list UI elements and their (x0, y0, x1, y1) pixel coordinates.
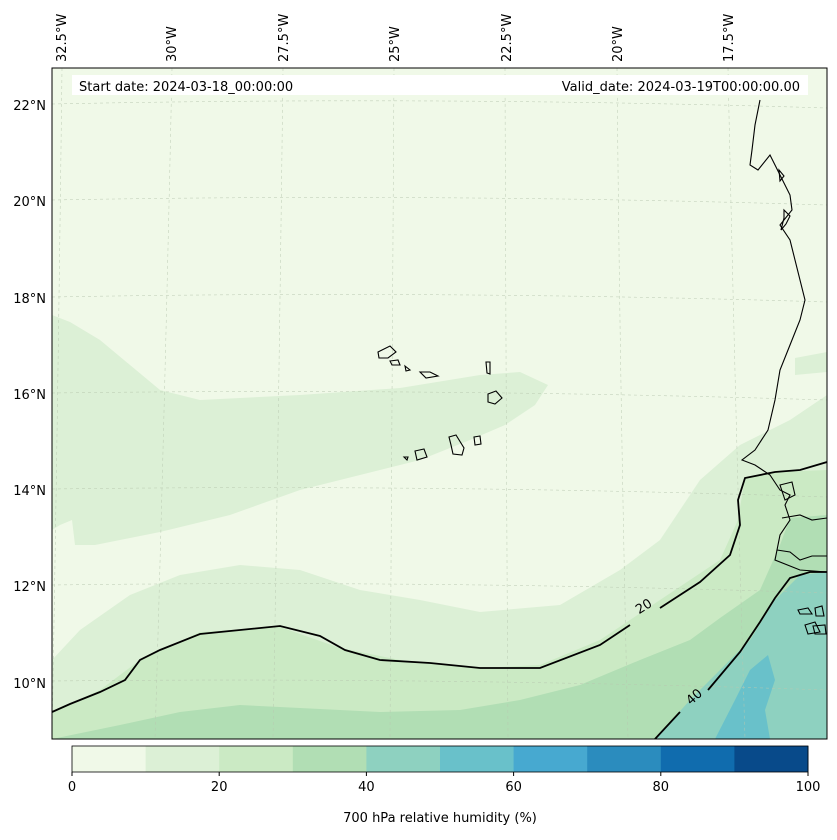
lat-label: 22°N (13, 99, 46, 114)
colorbar-swatch (660, 746, 735, 772)
colorbar-tick-label: 60 (505, 780, 522, 795)
lat-label: 20°N (13, 195, 46, 210)
colorbar-tick-label: 40 (358, 780, 375, 795)
colorbar-tick-label: 20 (211, 780, 228, 795)
graticule (52, 68, 827, 739)
colorbar-swatch (72, 746, 147, 772)
colorbar-tick-label: 0 (68, 780, 76, 795)
colorbar-swatch (145, 746, 220, 772)
lon-label: 27.5°W (277, 14, 292, 62)
lat-label: 10°N (13, 677, 46, 692)
lat-label: 16°N (13, 388, 46, 403)
lat-label: 18°N (13, 292, 46, 307)
humidity-band-30-40 (52, 515, 827, 739)
lat-label: 12°N (13, 580, 46, 595)
colorbar-label: 700 hPa relative humidity (%) (343, 811, 537, 826)
colorbar-swatch (734, 746, 809, 772)
map-area: 20 40 Start date: 2024-03-18_00:00:00 Va… (52, 68, 827, 739)
colorbar-swatch (292, 746, 367, 772)
start-date-text: Start date: 2024-03-18_00:00:00 (79, 80, 293, 95)
colorbar-swatch (587, 746, 662, 772)
contour-label-20: 20 (633, 596, 655, 617)
longitude-labels: 32.5°W 30°W 27.5°W 25°W 22.5°W 20°W 17.5… (55, 14, 737, 62)
humidity-band-50-60 (715, 655, 775, 739)
lon-label: 22.5°W (500, 14, 515, 62)
colorbar-swatch (219, 746, 294, 772)
lon-label: 30°W (165, 26, 180, 62)
colorbar-tick-label: 80 (653, 780, 670, 795)
colorbar-swatch (366, 746, 441, 772)
colorbar-ticks: 0 20 40 60 80 100 (68, 772, 821, 795)
map-frame (51, 67, 828, 740)
valid-date-text: Valid_date: 2024-03-19T00:00:00.00 (562, 80, 800, 95)
colorbar-frame (71, 745, 809, 773)
date-header-box (72, 75, 808, 95)
lon-label: 25°W (388, 26, 403, 62)
lon-label: 20°W (611, 26, 626, 62)
humidity-band-40-50 (655, 572, 827, 739)
lon-label: 17.5°W (722, 14, 737, 62)
lon-label: 32.5°W (55, 14, 70, 62)
latitude-labels: 22°N 20°N 18°N 16°N 14°N 12°N 10°N (13, 99, 46, 692)
lat-label: 14°N (13, 484, 46, 499)
africa-coast (740, 99, 827, 573)
colorbar: 0 20 40 60 80 100 700 hPa relative humidity (… (68, 745, 821, 826)
humidity-band-10-20 (52, 315, 548, 545)
contour-40 (654, 571, 827, 739)
colorbar-swatches (72, 746, 809, 772)
humidity-band-10-20-east (795, 352, 827, 375)
contour-20 (52, 461, 827, 713)
colorbar-swatch (440, 746, 515, 772)
colorbar-swatch (513, 746, 588, 772)
cape-verde-islands (377, 345, 503, 462)
colorbar-tick-label: 100 (796, 780, 821, 795)
coastlines (740, 99, 827, 635)
